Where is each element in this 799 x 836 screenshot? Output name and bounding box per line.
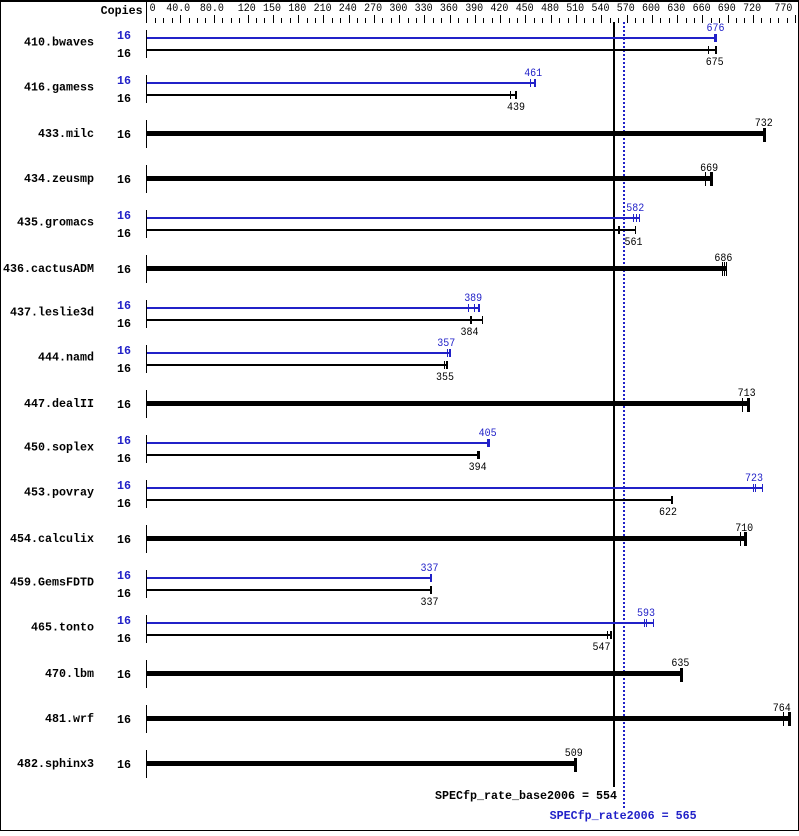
svg-text:180: 180 <box>288 3 306 15</box>
svg-text:470.lbm: 470.lbm <box>45 667 94 681</box>
svg-text:16: 16 <box>117 209 131 223</box>
svg-text:16: 16 <box>117 569 131 583</box>
svg-text:16: 16 <box>117 362 131 376</box>
svg-text:16: 16 <box>117 632 131 646</box>
svg-text:389: 389 <box>464 293 482 305</box>
svg-text:622: 622 <box>659 507 677 519</box>
svg-text:16: 16 <box>117 227 131 241</box>
svg-text:444.namd: 444.namd <box>38 350 94 364</box>
svg-text:40.0: 40.0 <box>166 3 190 15</box>
svg-text:600: 600 <box>642 3 660 15</box>
svg-text:355: 355 <box>436 372 454 384</box>
svg-text:210: 210 <box>314 3 332 15</box>
svg-text:713: 713 <box>738 388 756 400</box>
svg-text:593: 593 <box>637 608 655 620</box>
svg-text:482.sphinx3: 482.sphinx3 <box>17 757 94 771</box>
svg-text:582: 582 <box>626 203 644 215</box>
svg-text:509: 509 <box>565 748 583 760</box>
svg-text:434.zeusmp: 434.zeusmp <box>24 172 94 186</box>
svg-text:405: 405 <box>479 428 497 440</box>
svg-text:16: 16 <box>117 317 131 331</box>
svg-text:510: 510 <box>566 3 584 15</box>
svg-text:675: 675 <box>706 57 724 69</box>
svg-text:16: 16 <box>117 263 131 277</box>
svg-text:16: 16 <box>117 533 131 547</box>
svg-text:150: 150 <box>263 3 281 15</box>
svg-text:723: 723 <box>745 473 763 485</box>
svg-text:16: 16 <box>117 74 131 88</box>
svg-text:16: 16 <box>117 29 131 43</box>
svg-text:690: 690 <box>718 3 736 15</box>
svg-text:337: 337 <box>421 597 439 609</box>
svg-text:570: 570 <box>617 3 635 15</box>
svg-text:561: 561 <box>625 237 643 249</box>
svg-text:16: 16 <box>117 434 131 448</box>
svg-text:635: 635 <box>671 658 689 670</box>
svg-text:16: 16 <box>117 587 131 601</box>
svg-text:120: 120 <box>238 3 256 15</box>
svg-text:16: 16 <box>117 668 131 682</box>
svg-text:16: 16 <box>117 497 131 511</box>
svg-text:16: 16 <box>117 758 131 772</box>
svg-text:459.GemsFDTD: 459.GemsFDTD <box>10 576 94 590</box>
svg-text:764: 764 <box>773 703 791 715</box>
svg-text:450: 450 <box>516 3 534 15</box>
svg-text:16: 16 <box>117 47 131 61</box>
svg-text:16: 16 <box>117 299 131 313</box>
svg-text:240: 240 <box>339 3 357 15</box>
svg-text:447.dealII: 447.dealII <box>24 397 94 411</box>
svg-text:732: 732 <box>755 118 773 130</box>
svg-text:384: 384 <box>461 327 479 339</box>
svg-text:630: 630 <box>667 3 685 15</box>
svg-text:439: 439 <box>507 102 525 114</box>
svg-text:480: 480 <box>541 3 559 15</box>
svg-text:420: 420 <box>490 3 508 15</box>
svg-text:16: 16 <box>117 479 131 493</box>
svg-text:437.leslie3d: 437.leslie3d <box>10 305 94 319</box>
svg-text:300: 300 <box>389 3 407 15</box>
svg-text:16: 16 <box>117 713 131 727</box>
svg-text:16: 16 <box>117 128 131 142</box>
svg-text:481.wrf: 481.wrf <box>45 712 94 726</box>
svg-text:330: 330 <box>415 3 433 15</box>
svg-text:686: 686 <box>714 253 732 265</box>
svg-text:435.gromacs: 435.gromacs <box>17 215 94 229</box>
svg-text:454.calculix: 454.calculix <box>10 532 95 546</box>
svg-text:669: 669 <box>700 163 718 175</box>
svg-text:453.povray: 453.povray <box>24 485 95 499</box>
svg-text:0: 0 <box>150 3 156 15</box>
svg-text:720: 720 <box>743 3 761 15</box>
svg-text:436.cactusADM: 436.cactusADM <box>3 262 94 276</box>
svg-text:16: 16 <box>117 398 131 412</box>
svg-text:SPECfp_rate2006 = 565: SPECfp_rate2006 = 565 <box>550 809 697 823</box>
svg-text:547: 547 <box>593 642 611 654</box>
svg-text:710: 710 <box>735 523 753 535</box>
svg-text:16: 16 <box>117 92 131 106</box>
svg-text:450.soplex: 450.soplex <box>24 440 95 454</box>
svg-text:16: 16 <box>117 614 131 628</box>
svg-text:433.milc: 433.milc <box>38 127 94 141</box>
svg-text:394: 394 <box>469 462 487 474</box>
svg-text:416.gamess: 416.gamess <box>24 81 94 95</box>
svg-text:360: 360 <box>440 3 458 15</box>
svg-text:461: 461 <box>524 68 542 80</box>
svg-text:16: 16 <box>117 344 131 358</box>
svg-text:465.tonto: 465.tonto <box>31 621 94 635</box>
svg-text:Copies: Copies <box>101 4 143 18</box>
svg-text:390: 390 <box>465 3 483 15</box>
svg-text:770: 770 <box>774 3 792 15</box>
svg-text:SPECfp_rate_base2006 = 554: SPECfp_rate_base2006 = 554 <box>435 789 618 803</box>
svg-text:80.0: 80.0 <box>200 3 224 15</box>
svg-text:676: 676 <box>707 23 725 35</box>
svg-text:410.bwaves: 410.bwaves <box>24 36 94 50</box>
svg-text:357: 357 <box>437 338 455 350</box>
svg-text:337: 337 <box>421 563 439 575</box>
svg-text:270: 270 <box>364 3 382 15</box>
svg-text:16: 16 <box>117 173 131 187</box>
svg-text:660: 660 <box>693 3 711 15</box>
svg-text:16: 16 <box>117 452 131 466</box>
svg-text:540: 540 <box>592 3 610 15</box>
